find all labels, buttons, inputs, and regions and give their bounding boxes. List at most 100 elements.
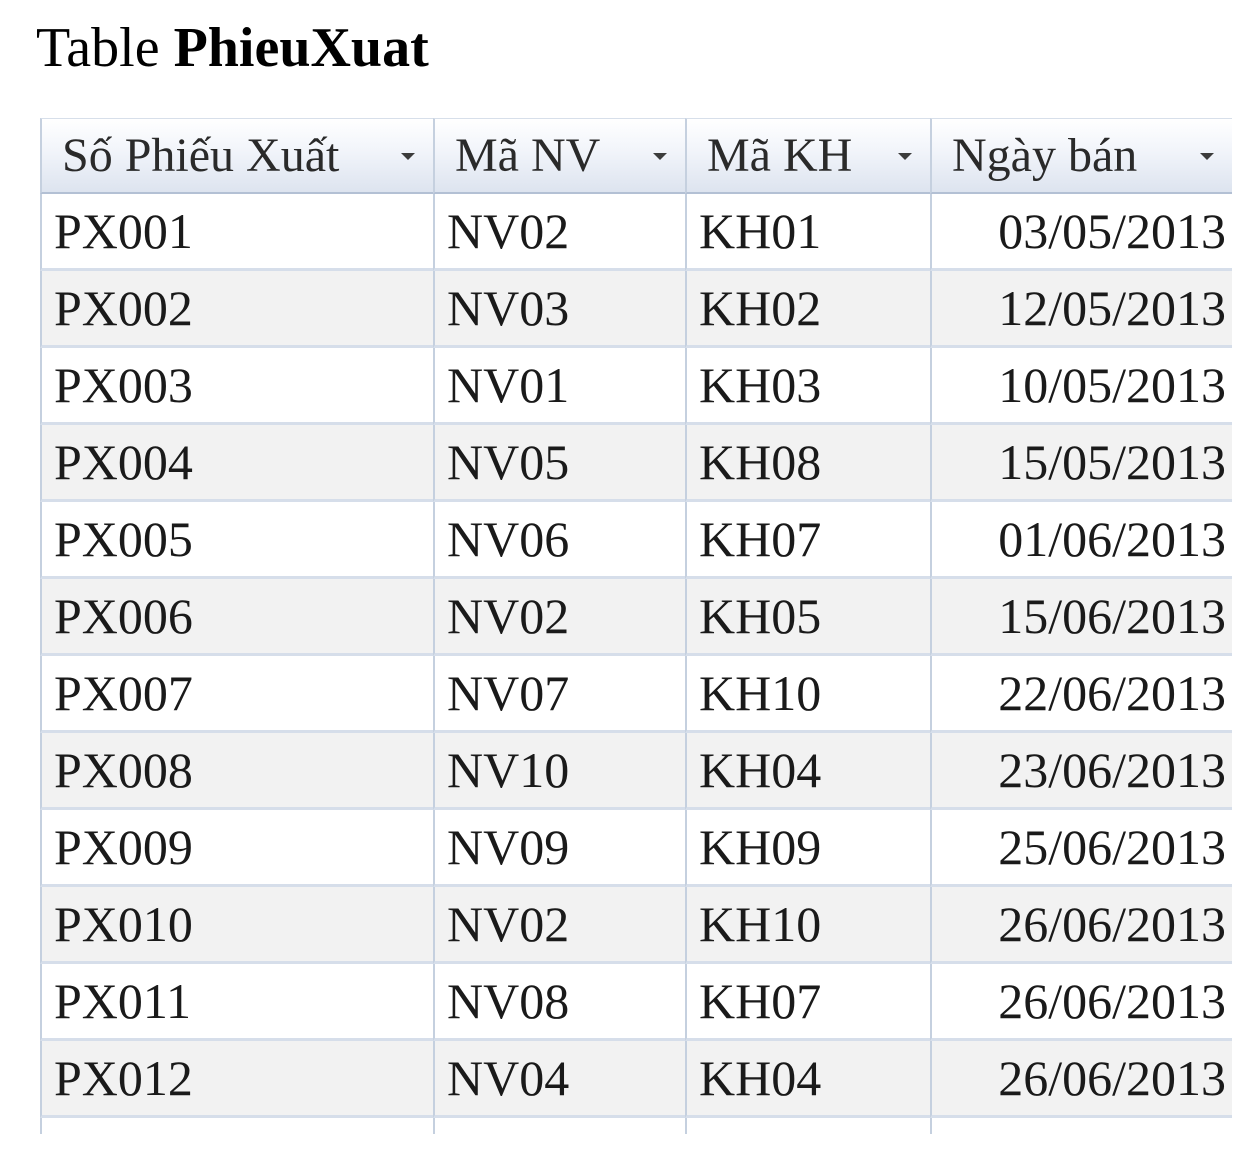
table-cell-ma-nv[interactable]: NV02: [433, 887, 685, 964]
table-cell-ngay-ban[interactable]: 15/05/2013: [930, 425, 1232, 502]
table-cell-ma-kh[interactable]: KH04: [685, 733, 930, 810]
cell-value: KH05: [699, 588, 822, 644]
table-cell-ma-nv[interactable]: NV07: [433, 656, 685, 733]
table-cell-ma-kh[interactable]: KH01: [685, 194, 930, 271]
cell-value: 10/05/2013: [998, 357, 1226, 413]
table-cell-so-phieu-xuat[interactable]: PX003: [40, 348, 433, 425]
cell-value: PX012: [54, 1050, 193, 1106]
table-cell-so-phieu-xuat[interactable]: PX002: [40, 271, 433, 348]
table-cell-so-phieu-xuat[interactable]: PX001: [40, 194, 433, 271]
table-cell-ngay-ban[interactable]: 22/06/2013: [930, 656, 1232, 733]
table-cell-ngay-ban[interactable]: 10/05/2013: [930, 348, 1232, 425]
table-cell-so-phieu-xuat[interactable]: PX012: [40, 1041, 433, 1118]
table-cell-ngay-ban[interactable]: 01/06/2013: [930, 502, 1232, 579]
table-cell-ma-nv[interactable]: NV02: [433, 579, 685, 656]
table-cell-ma-kh[interactable]: KH07: [685, 502, 930, 579]
table-cell-so-phieu-xuat[interactable]: PX006: [40, 579, 433, 656]
new-record-row-cell[interactable]: [930, 1118, 1232, 1134]
cell-value: NV02: [447, 896, 570, 952]
cell-value: KH02: [699, 280, 822, 336]
table-cell-so-phieu-xuat[interactable]: PX009: [40, 810, 433, 887]
page-title-prefix: Table: [36, 17, 160, 79]
column-header-label: Mã KH: [707, 129, 853, 182]
table-cell-ma-kh[interactable]: KH04: [685, 1041, 930, 1118]
table-cell-ma-nv[interactable]: NV06: [433, 502, 685, 579]
cell-value: 22/06/2013: [998, 665, 1226, 721]
cell-value: PX009: [54, 819, 193, 875]
cell-value: 12/05/2013: [998, 280, 1226, 336]
dropdown-arrow-icon[interactable]: [898, 153, 912, 160]
column-header-ma-nv[interactable]: Mã NV: [433, 118, 685, 194]
table-cell-ma-nv[interactable]: NV08: [433, 964, 685, 1041]
cell-value: PX010: [54, 896, 193, 952]
table-cell-so-phieu-xuat[interactable]: PX008: [40, 733, 433, 810]
cell-value: PX005: [54, 511, 193, 567]
table-cell-ma-kh[interactable]: KH07: [685, 964, 930, 1041]
cell-value: 25/06/2013: [998, 819, 1226, 875]
cell-value: NV09: [447, 819, 570, 875]
dropdown-arrow-icon[interactable]: [653, 153, 667, 160]
table-cell-ma-nv[interactable]: NV10: [433, 733, 685, 810]
table-cell-so-phieu-xuat[interactable]: PX007: [40, 656, 433, 733]
table-cell-ngay-ban[interactable]: 12/05/2013: [930, 271, 1232, 348]
cell-value: NV08: [447, 973, 570, 1029]
cell-value: KH03: [699, 357, 822, 413]
cell-value: 01/06/2013: [998, 511, 1226, 567]
cell-value: PX008: [54, 742, 193, 798]
table-cell-ma-nv[interactable]: NV04: [433, 1041, 685, 1118]
table-cell-ngay-ban[interactable]: 03/05/2013: [930, 194, 1232, 271]
cell-value: KH01: [699, 203, 822, 259]
table-cell-ma-nv[interactable]: NV01: [433, 348, 685, 425]
cell-value: 26/06/2013: [998, 896, 1226, 952]
cell-value: 26/06/2013: [998, 1050, 1226, 1106]
dropdown-arrow-icon[interactable]: [1200, 153, 1214, 160]
cell-value: KH04: [699, 1050, 822, 1106]
cell-value: 26/06/2013: [998, 973, 1226, 1029]
cell-value: NV01: [447, 357, 570, 413]
table-cell-ma-kh[interactable]: KH10: [685, 656, 930, 733]
dropdown-arrow-icon[interactable]: [401, 153, 415, 160]
column-header-ma-kh[interactable]: Mã KH: [685, 118, 930, 194]
table-cell-so-phieu-xuat[interactable]: PX004: [40, 425, 433, 502]
column-header-so-phieu-xuat[interactable]: Số Phiếu Xuất: [40, 118, 433, 194]
table-cell-ngay-ban[interactable]: 26/06/2013: [930, 1041, 1232, 1118]
cell-value: NV10: [447, 742, 570, 798]
table-cell-ngay-ban[interactable]: 15/06/2013: [930, 579, 1232, 656]
cell-value: NV02: [447, 203, 570, 259]
table-cell-ma-nv[interactable]: NV02: [433, 194, 685, 271]
cell-value: 15/06/2013: [998, 588, 1226, 644]
cell-value: NV05: [447, 434, 570, 490]
new-record-row-cell[interactable]: [40, 1118, 433, 1134]
table-cell-ma-kh[interactable]: KH10: [685, 887, 930, 964]
datasheet-grid: Số Phiếu Xuất Mã NV Mã KH Ngày bán PX001…: [40, 118, 1232, 1134]
table-cell-ma-kh[interactable]: KH09: [685, 810, 930, 887]
cell-value: KH09: [699, 819, 822, 875]
new-record-row-cell[interactable]: [433, 1118, 685, 1134]
table-cell-ngay-ban[interactable]: 26/06/2013: [930, 964, 1232, 1041]
column-header-ngay-ban[interactable]: Ngày bán: [930, 118, 1232, 194]
table-cell-so-phieu-xuat[interactable]: PX010: [40, 887, 433, 964]
page-title: Table PhieuXuat: [36, 16, 429, 80]
table-cell-ma-nv[interactable]: NV09: [433, 810, 685, 887]
table-cell-ngay-ban[interactable]: 23/06/2013: [930, 733, 1232, 810]
cell-value: PX003: [54, 357, 193, 413]
table-cell-ma-kh[interactable]: KH08: [685, 425, 930, 502]
table-cell-ngay-ban[interactable]: 25/06/2013: [930, 810, 1232, 887]
datasheet-view: Số Phiếu Xuất Mã NV Mã KH Ngày bán PX001…: [40, 118, 1232, 1134]
cell-value: PX011: [54, 973, 192, 1029]
column-header-label: Mã NV: [455, 129, 601, 182]
cell-value: PX004: [54, 434, 193, 490]
new-record-row-cell[interactable]: [685, 1118, 930, 1134]
table-cell-ngay-ban[interactable]: 26/06/2013: [930, 887, 1232, 964]
table-cell-ma-nv[interactable]: NV03: [433, 271, 685, 348]
table-cell-ma-kh[interactable]: KH02: [685, 271, 930, 348]
table-cell-ma-kh[interactable]: KH05: [685, 579, 930, 656]
column-header-label: Ngày bán: [952, 129, 1138, 182]
cell-value: KH07: [699, 973, 822, 1029]
table-cell-ma-nv[interactable]: NV05: [433, 425, 685, 502]
cell-value: 03/05/2013: [998, 203, 1226, 259]
table-cell-so-phieu-xuat[interactable]: PX011: [40, 964, 433, 1041]
table-cell-so-phieu-xuat[interactable]: PX005: [40, 502, 433, 579]
table-cell-ma-kh[interactable]: KH03: [685, 348, 930, 425]
cell-value: NV04: [447, 1050, 570, 1106]
